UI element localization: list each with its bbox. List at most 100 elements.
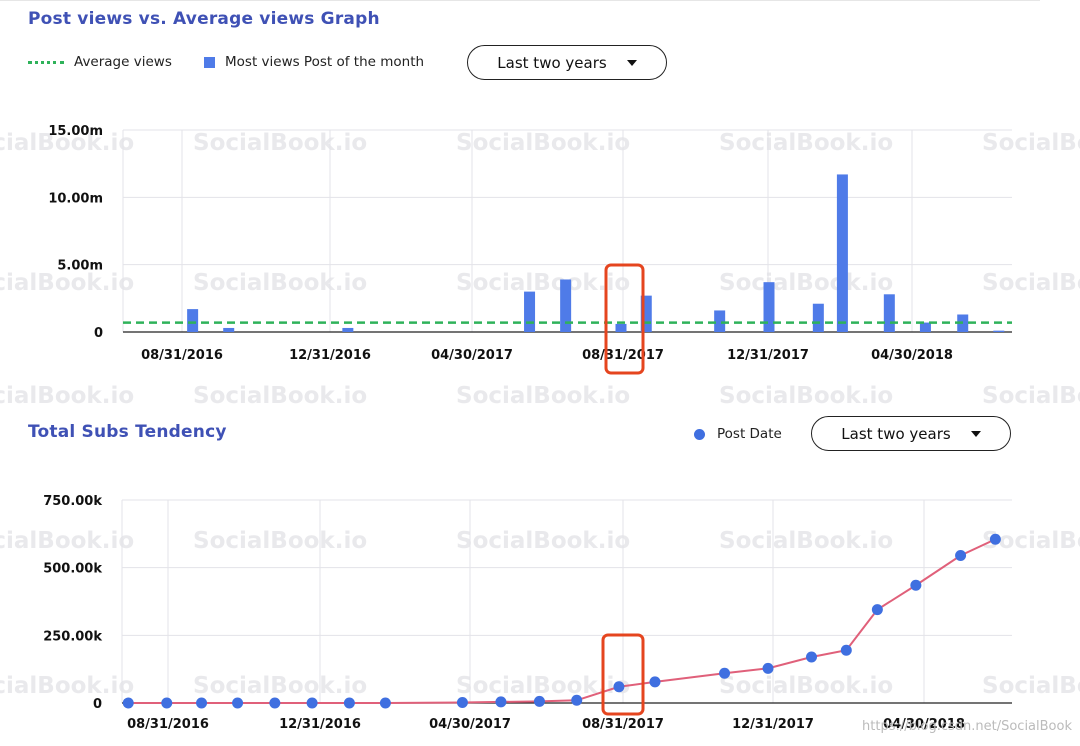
watermark-text: SocialBook.io [456,528,630,554]
subs-point [871,604,883,616]
watermark-text: SocialBook.io [456,270,630,296]
subs-line [128,538,996,704]
y-tick-label: 15.00m [48,124,103,139]
watermark-text: SocialBook.io [193,270,367,296]
subs-point [910,579,922,591]
bar [524,291,536,332]
legend-most-label: Most views Post of the month [225,54,425,70]
square-icon [204,56,215,68]
watermark-text: SocialBook.io [719,528,893,554]
subs-point [232,697,244,709]
y-tick-label: 250.00k [43,629,102,644]
legend-average-views[interactable]: Average views [28,54,172,70]
watermark-text: SocialBook.io [0,383,134,409]
y-tick-label: 5.00m [57,259,103,274]
bar [342,327,354,332]
watermark-text: SocialBook.io [456,383,630,409]
watermark-text: SocialBook.io [982,673,1080,699]
subs-point [456,696,468,708]
x-tick-label: 04/30/2018 [871,348,953,363]
watermark-text: SocialBook.io [982,383,1080,409]
watermark-text: SocialBook.io [719,130,893,156]
post-views-title: Post views vs. Average views Graph [28,9,380,29]
subs-point [495,696,507,708]
watermark-text: SocialBook.io [456,673,630,699]
bar [640,295,652,332]
subs-point [840,644,852,656]
watermark-text: SocialBook.io [0,130,134,156]
bar [883,294,895,332]
subs-point [533,695,545,707]
x-tick-label: 08/31/2017 [582,348,664,363]
legend-post-date[interactable]: Post Date [694,426,782,442]
x-tick-label: 08/31/2016 [141,348,223,363]
y-tick-label: 500.00k [43,562,102,577]
subs-point [613,681,625,693]
watermark-text: SocialBook.io [193,528,367,554]
x-tick-label: 08/31/2017 [582,717,664,732]
top-divider [0,0,1040,1]
subs-title: Total Subs Tendency [28,422,227,442]
subs-point [649,676,661,688]
bar [836,174,848,332]
watermark-text: SocialBook.io [193,673,367,699]
x-tick-label: 12/31/2016 [289,348,371,363]
y-tick-label: 0 [94,326,103,341]
subs-point [806,651,818,663]
caret-down-icon [626,59,637,66]
watermark-text: SocialBook.io [456,130,630,156]
x-tick-label: 04/30/2017 [431,348,513,363]
subs-point [196,697,208,709]
subs-range-dropdown[interactable]: Last two years [811,416,1011,451]
bar [714,310,726,332]
highlight-box [601,633,645,716]
dropdown-label: Last two years [497,53,607,72]
watermark-text: SocialBook.io [0,673,134,699]
legend-post-date-label: Post Date [717,426,782,442]
watermark-text: SocialBook.io [719,383,893,409]
bar [993,330,1005,332]
dotted-line-icon [28,60,64,64]
subs-point [122,697,134,709]
bar [615,323,627,332]
post-views-range-dropdown[interactable]: Last two years [467,45,667,80]
x-tick-label: 12/31/2017 [732,717,814,732]
watermark-text: SocialBook.io [193,130,367,156]
y-tick-label: 0 [93,697,102,712]
watermark-text: SocialBook.io [193,383,367,409]
bar [763,282,775,332]
circle-icon [694,428,705,440]
y-tick-label: 10.00m [48,191,103,206]
bar [223,327,235,332]
subs-point [762,662,774,674]
subs-point [571,694,583,706]
x-tick-label: 08/31/2016 [127,717,209,732]
y-tick-label: 750.00k [43,494,102,509]
credit-watermark: https://blog.csdn.net/SocialBook [862,719,1072,734]
watermark-text: SocialBook.io [719,270,893,296]
legend-average-label: Average views [74,54,172,70]
watermark-text: SocialBook.io [982,270,1080,296]
legend-most-views[interactable]: Most views Post of the month [204,54,424,70]
subs-point [719,667,731,679]
x-tick-label: 12/31/2016 [279,717,361,732]
x-tick-label: 12/31/2017 [727,348,809,363]
bar [812,303,824,332]
subs-point [161,697,173,709]
watermark-text: SocialBook.io [982,130,1080,156]
watermark-text: SocialBook.io [0,528,134,554]
subs-point [269,697,281,709]
watermark-text: SocialBook.io [719,673,893,699]
subs-point [343,697,355,709]
subs-point [989,533,1001,545]
x-tick-label: 04/30/2017 [429,717,511,732]
bar [919,322,931,332]
bar [187,309,199,332]
dropdown-label: Last two years [841,424,951,443]
subs-point [955,549,967,561]
caret-down-icon [970,430,981,437]
subs-point [379,697,391,709]
bar [560,279,572,332]
subs-point [306,697,318,709]
